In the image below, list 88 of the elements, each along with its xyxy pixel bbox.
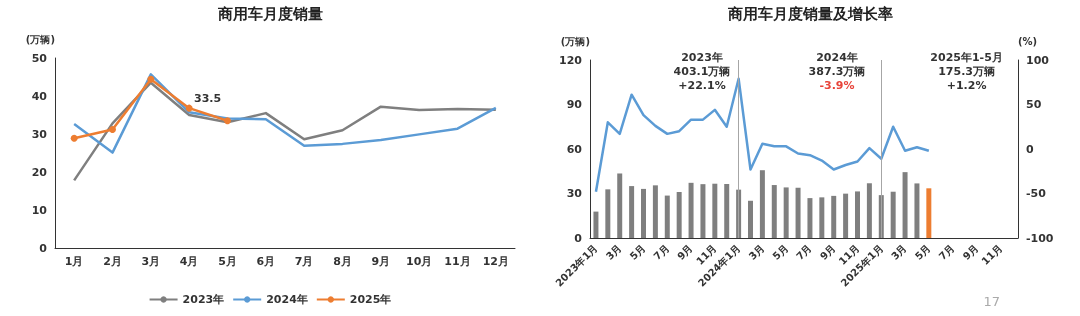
line-series: [72, 73, 498, 154]
bar: [712, 183, 718, 238]
x-tick-label: 3月: [603, 242, 624, 262]
x-tick-label: 7月: [794, 242, 814, 262]
annotation: 2025年1-5月 175.3万辆 +1.2%: [930, 51, 1003, 92]
bar: [605, 189, 611, 238]
bar: [593, 211, 599, 238]
point: [224, 117, 231, 125]
y-tick-label: 90: [566, 98, 583, 111]
bar: [843, 193, 849, 238]
x-tick-label: 9月: [960, 242, 981, 262]
y-axis-title: (万辆): [560, 35, 590, 47]
bar: [759, 170, 765, 238]
bar: [914, 183, 920, 238]
legend-label: 2025年: [349, 293, 392, 306]
y2-axis-title: (%): [1018, 35, 1038, 47]
bar: [771, 185, 777, 238]
chart-title: 商用车月度销量及增长率: [726, 4, 893, 23]
x-tick-label: 9月: [675, 242, 695, 262]
point: [109, 125, 116, 133]
y2-tick-label: -100: [1026, 231, 1054, 245]
bar: [855, 191, 860, 238]
point: [185, 104, 193, 112]
y-tick-label: 40: [31, 89, 48, 103]
bar: [748, 200, 753, 238]
x-tick-label: 7月: [936, 242, 957, 262]
x-tick-label: 7月: [651, 242, 672, 262]
x-tick-label: 5月: [218, 255, 237, 268]
chart-title: 商用车月度销量: [216, 4, 323, 23]
bar: [664, 195, 670, 238]
data-label: 33.5: [194, 92, 222, 106]
x-tick-label: 6月: [256, 255, 276, 268]
bar: [641, 188, 646, 238]
x-tick-label: 5月: [627, 242, 648, 262]
bar: [688, 182, 694, 238]
y-tick-label: 0: [574, 231, 583, 245]
x-tick-label: 9月: [371, 255, 391, 268]
bar: [617, 173, 623, 238]
y-tick-label: 30: [31, 127, 48, 141]
bar: [652, 185, 658, 238]
bar: [831, 195, 837, 238]
annotation: 2023年 403.1万辆 +22.1%: [673, 51, 731, 92]
y2-tick-label: 50: [1026, 98, 1042, 111]
bar: [795, 187, 801, 238]
y-tick-label: 120: [559, 53, 583, 67]
y2-tick-label: 100: [1026, 53, 1050, 67]
y-tick-label: 60: [566, 142, 583, 156]
x-tick-label: 4月: [179, 255, 199, 268]
y2-tick-label: -50: [1026, 187, 1047, 200]
bar: [783, 187, 789, 238]
point: [70, 134, 78, 142]
x-tick-label: 2月: [103, 255, 122, 268]
y-tick-label: 50: [31, 51, 48, 65]
text: 17: [983, 294, 1000, 309]
y-tick-label: 10: [31, 203, 48, 217]
x-tick-label: 11月: [444, 255, 471, 268]
x-tick-label: 10月: [406, 255, 433, 268]
legend-label: 2023年: [182, 293, 225, 306]
y2-tick-label: 0: [1026, 142, 1034, 156]
x-tick-label: 3月: [141, 255, 161, 268]
x-tick-label: 9月: [817, 242, 838, 262]
x-tick-label: 3月: [889, 242, 909, 262]
bar: [724, 184, 730, 238]
x-tick-label: 12月: [482, 255, 509, 268]
bar: [676, 192, 682, 238]
y-axis-title: (万辆): [25, 33, 55, 45]
bar: [629, 186, 635, 238]
x-tick-label: 7月: [294, 255, 314, 268]
x-tick-label: 1月: [64, 255, 84, 268]
bar: [890, 191, 896, 238]
x-tick-label: 3月: [746, 242, 767, 262]
y-tick-label: 0: [39, 241, 48, 255]
bar: [700, 184, 706, 238]
line-series: [594, 77, 931, 193]
x-tick-label: 8月: [333, 255, 352, 268]
point: [147, 75, 155, 83]
x-tick-label: 11月: [979, 242, 1005, 267]
x-tick-label: 5月: [912, 242, 933, 262]
y-tick-label: 20: [31, 165, 48, 179]
bar: [866, 183, 872, 238]
annotation: 2024年 387.3万辆 -3.9%: [808, 51, 866, 92]
y-tick-label: 30: [566, 187, 583, 200]
bar: [807, 198, 813, 238]
bar: [902, 172, 908, 238]
bar: [819, 197, 825, 238]
bar: [926, 188, 932, 238]
legend-label: 2024年: [266, 293, 308, 306]
x-tick-label: 5月: [770, 242, 791, 262]
